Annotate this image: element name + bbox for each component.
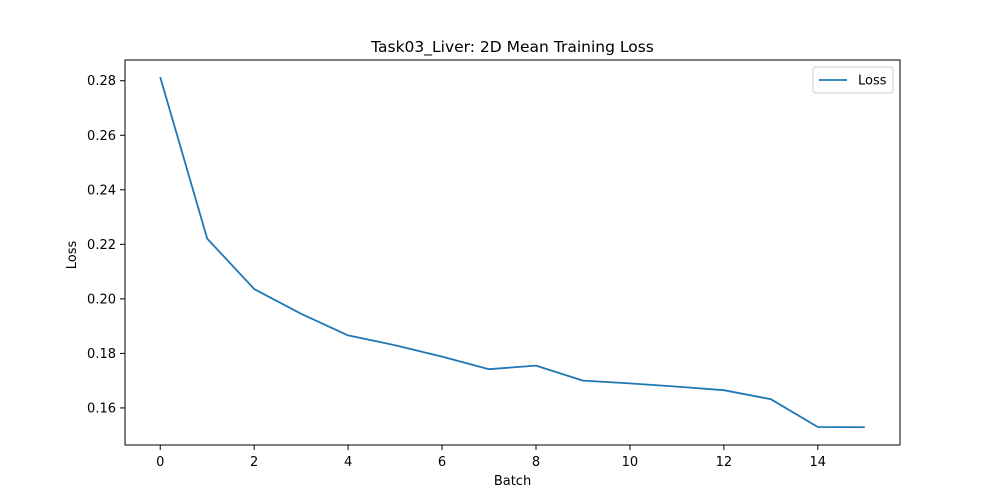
y-tick-label: 0.16 [87,401,116,416]
series-line-loss [159,76,865,429]
x-tick-label: 4 [344,455,352,470]
x-tick-label: 8 [532,455,540,470]
x-tick-label: 14 [810,455,827,470]
axes-frame [124,59,901,446]
legend-box [812,66,894,94]
plot-area: 0 2 4 6 8 10 12 14 0.16 0.18 0.20 0.22 0.24 0.26 0.28 L… [87,59,901,470]
y-tick-label: 0.28 [87,74,116,89]
legend-label: Loss [858,74,887,89]
x-axis-label: Batch [494,474,531,489]
y-axis-label: Loss [65,241,80,270]
x-tick-label: 12 [716,455,733,470]
x-tick-label: 0 [156,455,164,470]
chart-title: Task03_Liver: 2D Mean Training Loss [370,38,654,57]
x-tick-label: 10 [622,455,639,470]
x-tick-label: 2 [250,455,258,470]
y-tick-label: 0.20 [87,292,116,307]
y-tick-label: 0.26 [87,129,116,144]
x-tick-label: 6 [438,455,446,470]
y-tick-label: 0.24 [87,183,116,198]
y-tick-label: 0.18 [87,347,116,362]
y-tick-label: 0.22 [87,238,116,253]
